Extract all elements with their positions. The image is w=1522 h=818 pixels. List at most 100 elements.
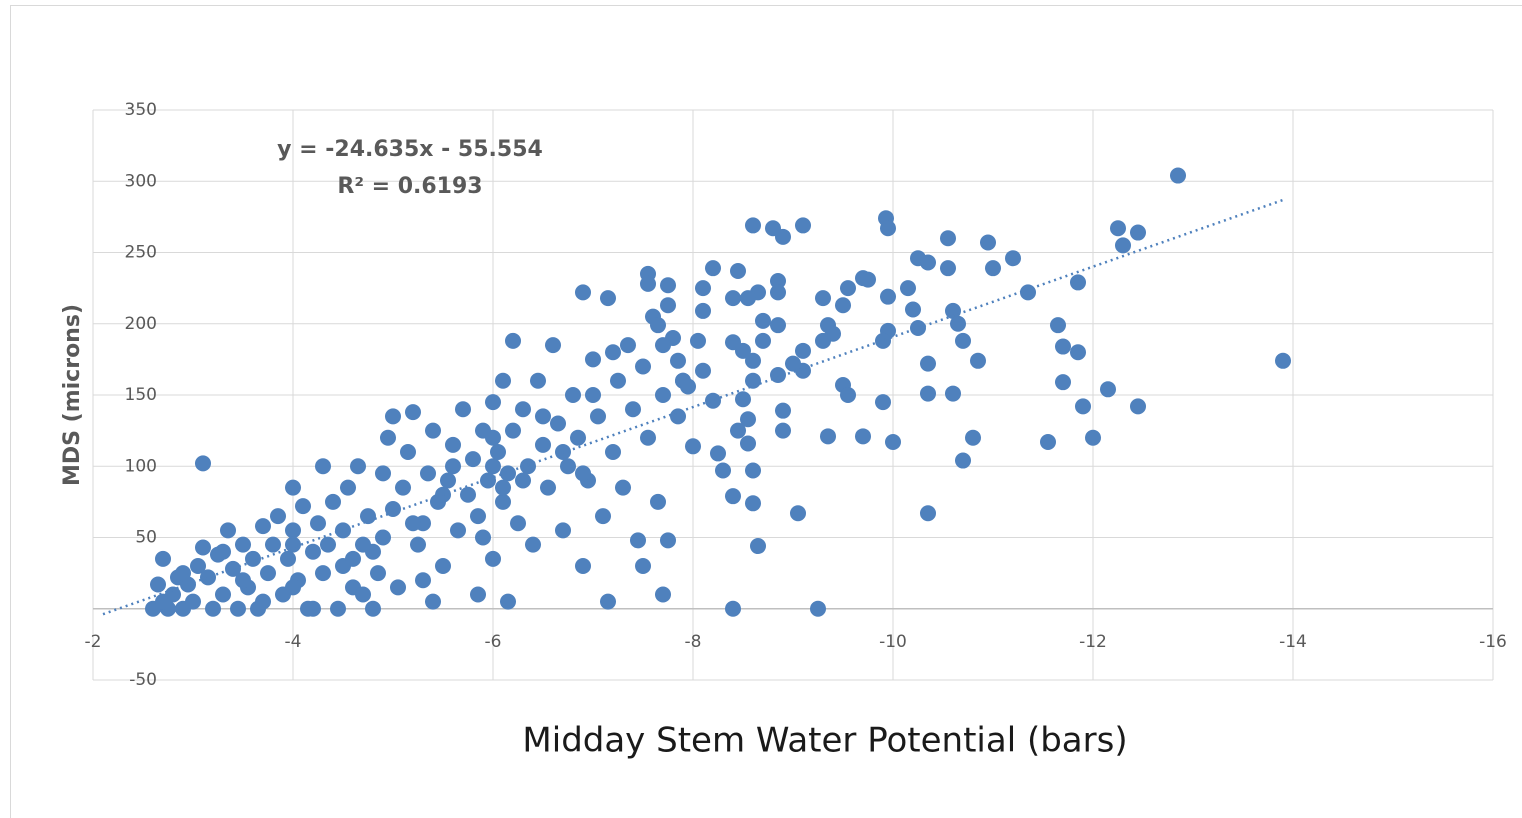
y-tick-label: 50: [135, 528, 157, 548]
point: [710, 445, 726, 462]
point: [285, 479, 301, 496]
point: [770, 273, 786, 289]
y-tick-label: 150: [125, 385, 157, 405]
point: [530, 372, 546, 389]
point: [350, 458, 366, 475]
point: [595, 508, 611, 525]
point: [285, 522, 301, 539]
point: [770, 317, 786, 334]
point: [285, 536, 301, 553]
point: [555, 522, 571, 539]
point: [525, 536, 541, 553]
point: [640, 429, 656, 446]
point: [695, 362, 711, 379]
point: [235, 536, 251, 553]
point: [470, 586, 486, 603]
point: [620, 337, 636, 354]
point: [755, 332, 771, 349]
point: [375, 529, 391, 546]
point: [415, 572, 431, 589]
point: [465, 451, 481, 468]
point: [485, 550, 501, 567]
point: [600, 593, 616, 610]
point: [450, 522, 466, 539]
point: [1100, 381, 1116, 398]
y-tick-label: 250: [125, 243, 157, 263]
point: [575, 465, 591, 482]
point: [185, 593, 201, 610]
point: [405, 515, 421, 532]
point: [515, 401, 531, 418]
point: [605, 344, 621, 361]
point: [325, 493, 341, 510]
point: [740, 435, 756, 452]
point: [360, 508, 376, 525]
point: [775, 228, 791, 245]
x-axis-label: Midday Stem Water Potential (bars): [522, 721, 1127, 761]
point: [575, 558, 591, 574]
point: [485, 429, 501, 446]
point: [475, 529, 491, 546]
y-tick-label: 200: [125, 314, 157, 334]
point: [1115, 237, 1131, 254]
x-tick-label: -14: [1279, 632, 1307, 652]
point: [730, 422, 746, 439]
point: [920, 385, 936, 402]
point: [365, 600, 381, 617]
point: [980, 234, 996, 251]
point: [840, 280, 856, 297]
trendline: [102, 198, 1284, 616]
point: [940, 260, 956, 277]
point: [295, 498, 311, 515]
point: [770, 284, 786, 301]
point: [640, 275, 656, 292]
point: [560, 458, 576, 475]
point: [795, 342, 811, 359]
point: [745, 495, 761, 512]
trend-r2: R² = 0.6193: [337, 174, 482, 199]
x-tick-label: -10: [879, 632, 907, 652]
point: [795, 362, 811, 379]
point: [215, 586, 231, 603]
point: [860, 271, 876, 288]
point: [395, 479, 411, 496]
point: [340, 479, 356, 496]
point: [405, 404, 421, 421]
point: [740, 411, 756, 428]
point: [745, 352, 761, 369]
point: [175, 565, 191, 582]
point: [425, 422, 441, 439]
point: [705, 260, 721, 277]
point: [615, 479, 631, 496]
point: [745, 217, 761, 234]
point: [320, 536, 336, 553]
point: [455, 401, 471, 418]
point: [815, 290, 831, 307]
point: [625, 401, 641, 418]
point: [940, 230, 956, 247]
point: [750, 538, 766, 555]
point: [1040, 434, 1056, 451]
y-tick-label: 100: [125, 456, 157, 476]
point: [835, 297, 851, 314]
point: [920, 254, 936, 271]
point: [315, 565, 331, 582]
point: [650, 317, 666, 334]
point: [985, 260, 1001, 277]
point: [215, 543, 231, 560]
point: [920, 505, 936, 522]
y-tick-label: -50: [129, 670, 157, 690]
point: [505, 332, 521, 349]
point: [770, 367, 786, 384]
point: [195, 455, 211, 472]
point: [1130, 224, 1146, 241]
point: [745, 462, 761, 479]
point: [655, 337, 671, 354]
point: [585, 387, 601, 403]
point: [540, 479, 556, 496]
point: [945, 385, 961, 402]
point: [875, 332, 891, 349]
point: [815, 332, 831, 349]
point: [840, 387, 856, 403]
